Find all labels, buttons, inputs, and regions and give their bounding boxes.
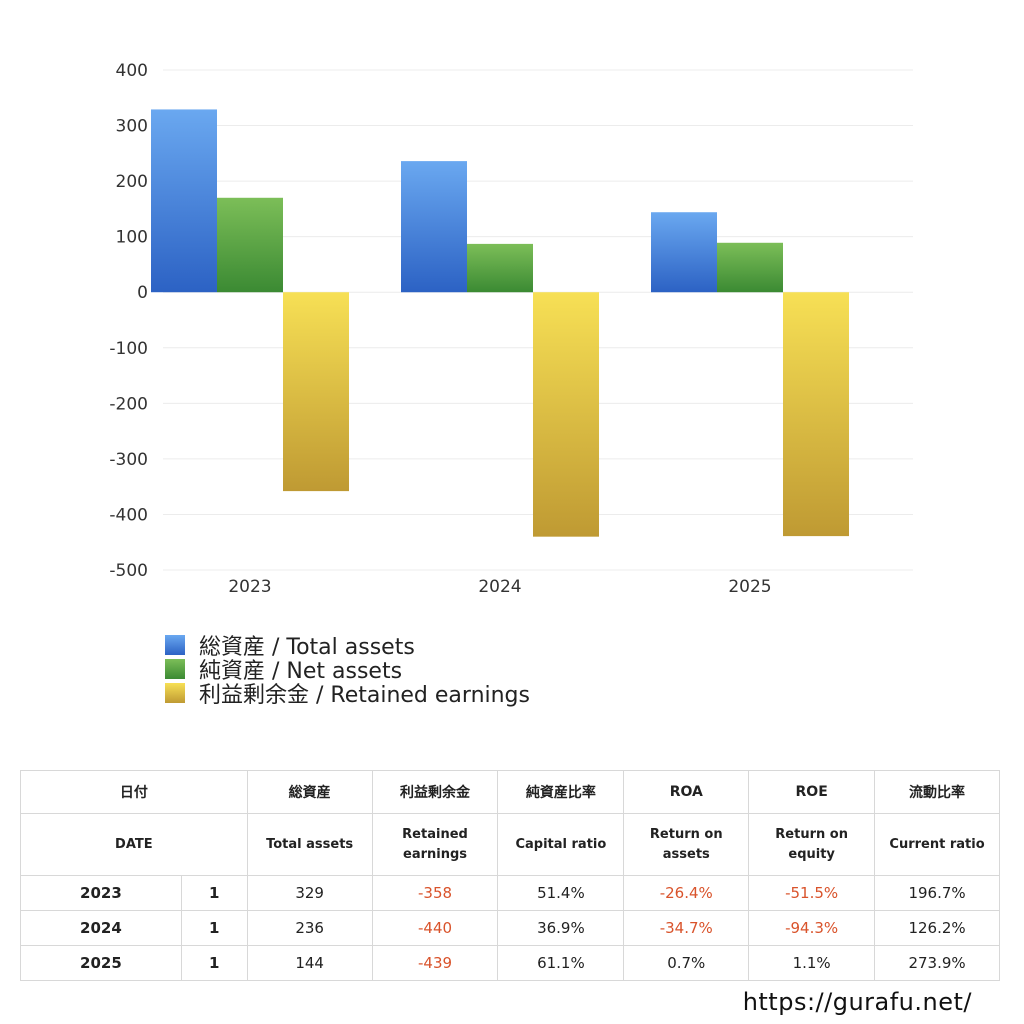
table-row: 2023 1 329 -358 51.4% -26.4% -51.5% 196.… <box>20 875 1000 911</box>
bar-total-assets-2025 <box>651 212 717 293</box>
header-retained-en: Retained earnings <box>371 813 499 876</box>
y-tick-label: -400 <box>109 505 148 525</box>
table-row: 2024 1 236 -440 36.9% -34.7% -94.3% 126.… <box>20 910 1000 946</box>
legend-swatch-retained-earnings <box>165 683 185 703</box>
cell-current-ratio: 273.9% <box>874 945 1000 981</box>
y-tick-label: 200 <box>116 172 148 192</box>
cell-retained: -358 <box>371 875 499 911</box>
cell-roe: -51.5% <box>748 875 876 911</box>
y-tick-label: 300 <box>116 117 148 137</box>
y-tick-label: -100 <box>109 339 148 359</box>
bar-retained-earnings-2023 <box>283 292 349 492</box>
x-tick-label: 2023 <box>228 577 271 597</box>
header-date-jp: 日付 <box>20 770 248 814</box>
header-current-ratio-en: Current ratio <box>874 813 1000 876</box>
row-year: 2023 <box>20 875 182 911</box>
legend-label-retained-earnings: 利益剰余金 / Retained earnings <box>199 683 530 708</box>
cell-roe: -94.3% <box>748 910 876 946</box>
bar-net-assets-2024 <box>467 243 533 293</box>
cell-retained: -439 <box>371 945 499 981</box>
cell-capital-ratio: 61.1% <box>497 945 625 981</box>
financial-table: 日付 総資産 利益剰余金 純資産比率 ROA ROE 流動比率 DATE Tot… <box>20 770 1000 981</box>
x-tick-label: 2024 <box>478 577 521 597</box>
legend-item-net-assets: 純資産 / Net assets <box>165 657 530 684</box>
cell-current-ratio: 196.7% <box>874 875 1000 911</box>
legend-item-retained-earnings: 利益剰余金 / Retained earnings <box>165 681 530 708</box>
bar-total-assets-2024 <box>401 161 467 293</box>
site-url[interactable]: https://gurafu.net/ <box>742 988 972 1016</box>
row-year: 2025 <box>20 945 182 981</box>
cell-roa: -26.4% <box>623 875 750 911</box>
y-axis-ticks: 400 300 200 100 0 -100 -200 -300 -400 -500 <box>109 61 148 581</box>
cell-total-assets: 329 <box>246 875 373 911</box>
y-tick-label: 0 <box>137 283 148 303</box>
y-tick-label: -300 <box>109 450 148 470</box>
cell-roa: 0.7% <box>623 945 750 981</box>
table-header-en: DATE Total assets Retained earnings Capi… <box>20 813 1000 876</box>
legend-swatch-total-assets <box>165 635 185 655</box>
header-total-assets-en: Total assets <box>246 813 373 876</box>
row-flag: 1 <box>180 875 248 911</box>
bar-total-assets-2023 <box>151 109 217 293</box>
legend-item-total-assets: 総資産 / Total assets <box>165 633 530 660</box>
header-roe-en: Return on equity <box>748 813 876 876</box>
header-date-en: DATE <box>20 813 248 876</box>
bar-retained-earnings-2025 <box>783 292 849 537</box>
cell-roe: 1.1% <box>748 945 876 981</box>
table-header-jp: 日付 総資産 利益剰余金 純資産比率 ROA ROE 流動比率 <box>20 770 1000 814</box>
legend: 総資産 / Total assets 純資産 / Net assets 利益剰余… <box>165 633 530 708</box>
header-capital-ratio-jp: 純資産比率 <box>497 770 625 814</box>
y-tick-label: -500 <box>109 561 148 581</box>
cell-total-assets: 144 <box>246 945 373 981</box>
row-flag: 1 <box>180 945 248 981</box>
legend-swatch-net-assets <box>165 659 185 679</box>
y-tick-label: 100 <box>116 228 148 248</box>
cell-capital-ratio: 51.4% <box>497 875 625 911</box>
cell-roa: -34.7% <box>623 910 750 946</box>
x-axis-ticks: 2023 2024 2025 <box>228 577 771 597</box>
bar-retained-earnings-2024 <box>533 292 599 537</box>
x-tick-label: 2025 <box>728 577 771 597</box>
row-flag: 1 <box>180 910 248 946</box>
y-tick-label: -200 <box>109 394 148 414</box>
header-current-ratio-jp: 流動比率 <box>874 770 1000 814</box>
legend-label-total-assets: 総資産 / Total assets <box>199 635 415 660</box>
bar-series <box>151 109 849 537</box>
header-roa-jp: ROA <box>623 770 750 814</box>
row-year: 2024 <box>20 910 182 946</box>
table-row: 2025 1 144 -439 61.1% 0.7% 1.1% 273.9% <box>20 945 1000 981</box>
header-retained-jp: 利益剰余金 <box>371 770 499 814</box>
cell-retained: -440 <box>371 910 499 946</box>
header-roa-en: Return on assets <box>623 813 750 876</box>
bar-net-assets-2023 <box>217 197 283 293</box>
bar-net-assets-2025 <box>717 242 783 293</box>
cell-capital-ratio: 36.9% <box>497 910 625 946</box>
header-roe-jp: ROE <box>748 770 876 814</box>
cell-current-ratio: 126.2% <box>874 910 1000 946</box>
y-tick-label: 400 <box>116 61 148 81</box>
header-total-assets-jp: 総資産 <box>246 770 373 814</box>
legend-label-net-assets: 純資産 / Net assets <box>199 659 403 684</box>
cell-total-assets: 236 <box>246 910 373 946</box>
header-capital-ratio-en: Capital ratio <box>497 813 625 876</box>
